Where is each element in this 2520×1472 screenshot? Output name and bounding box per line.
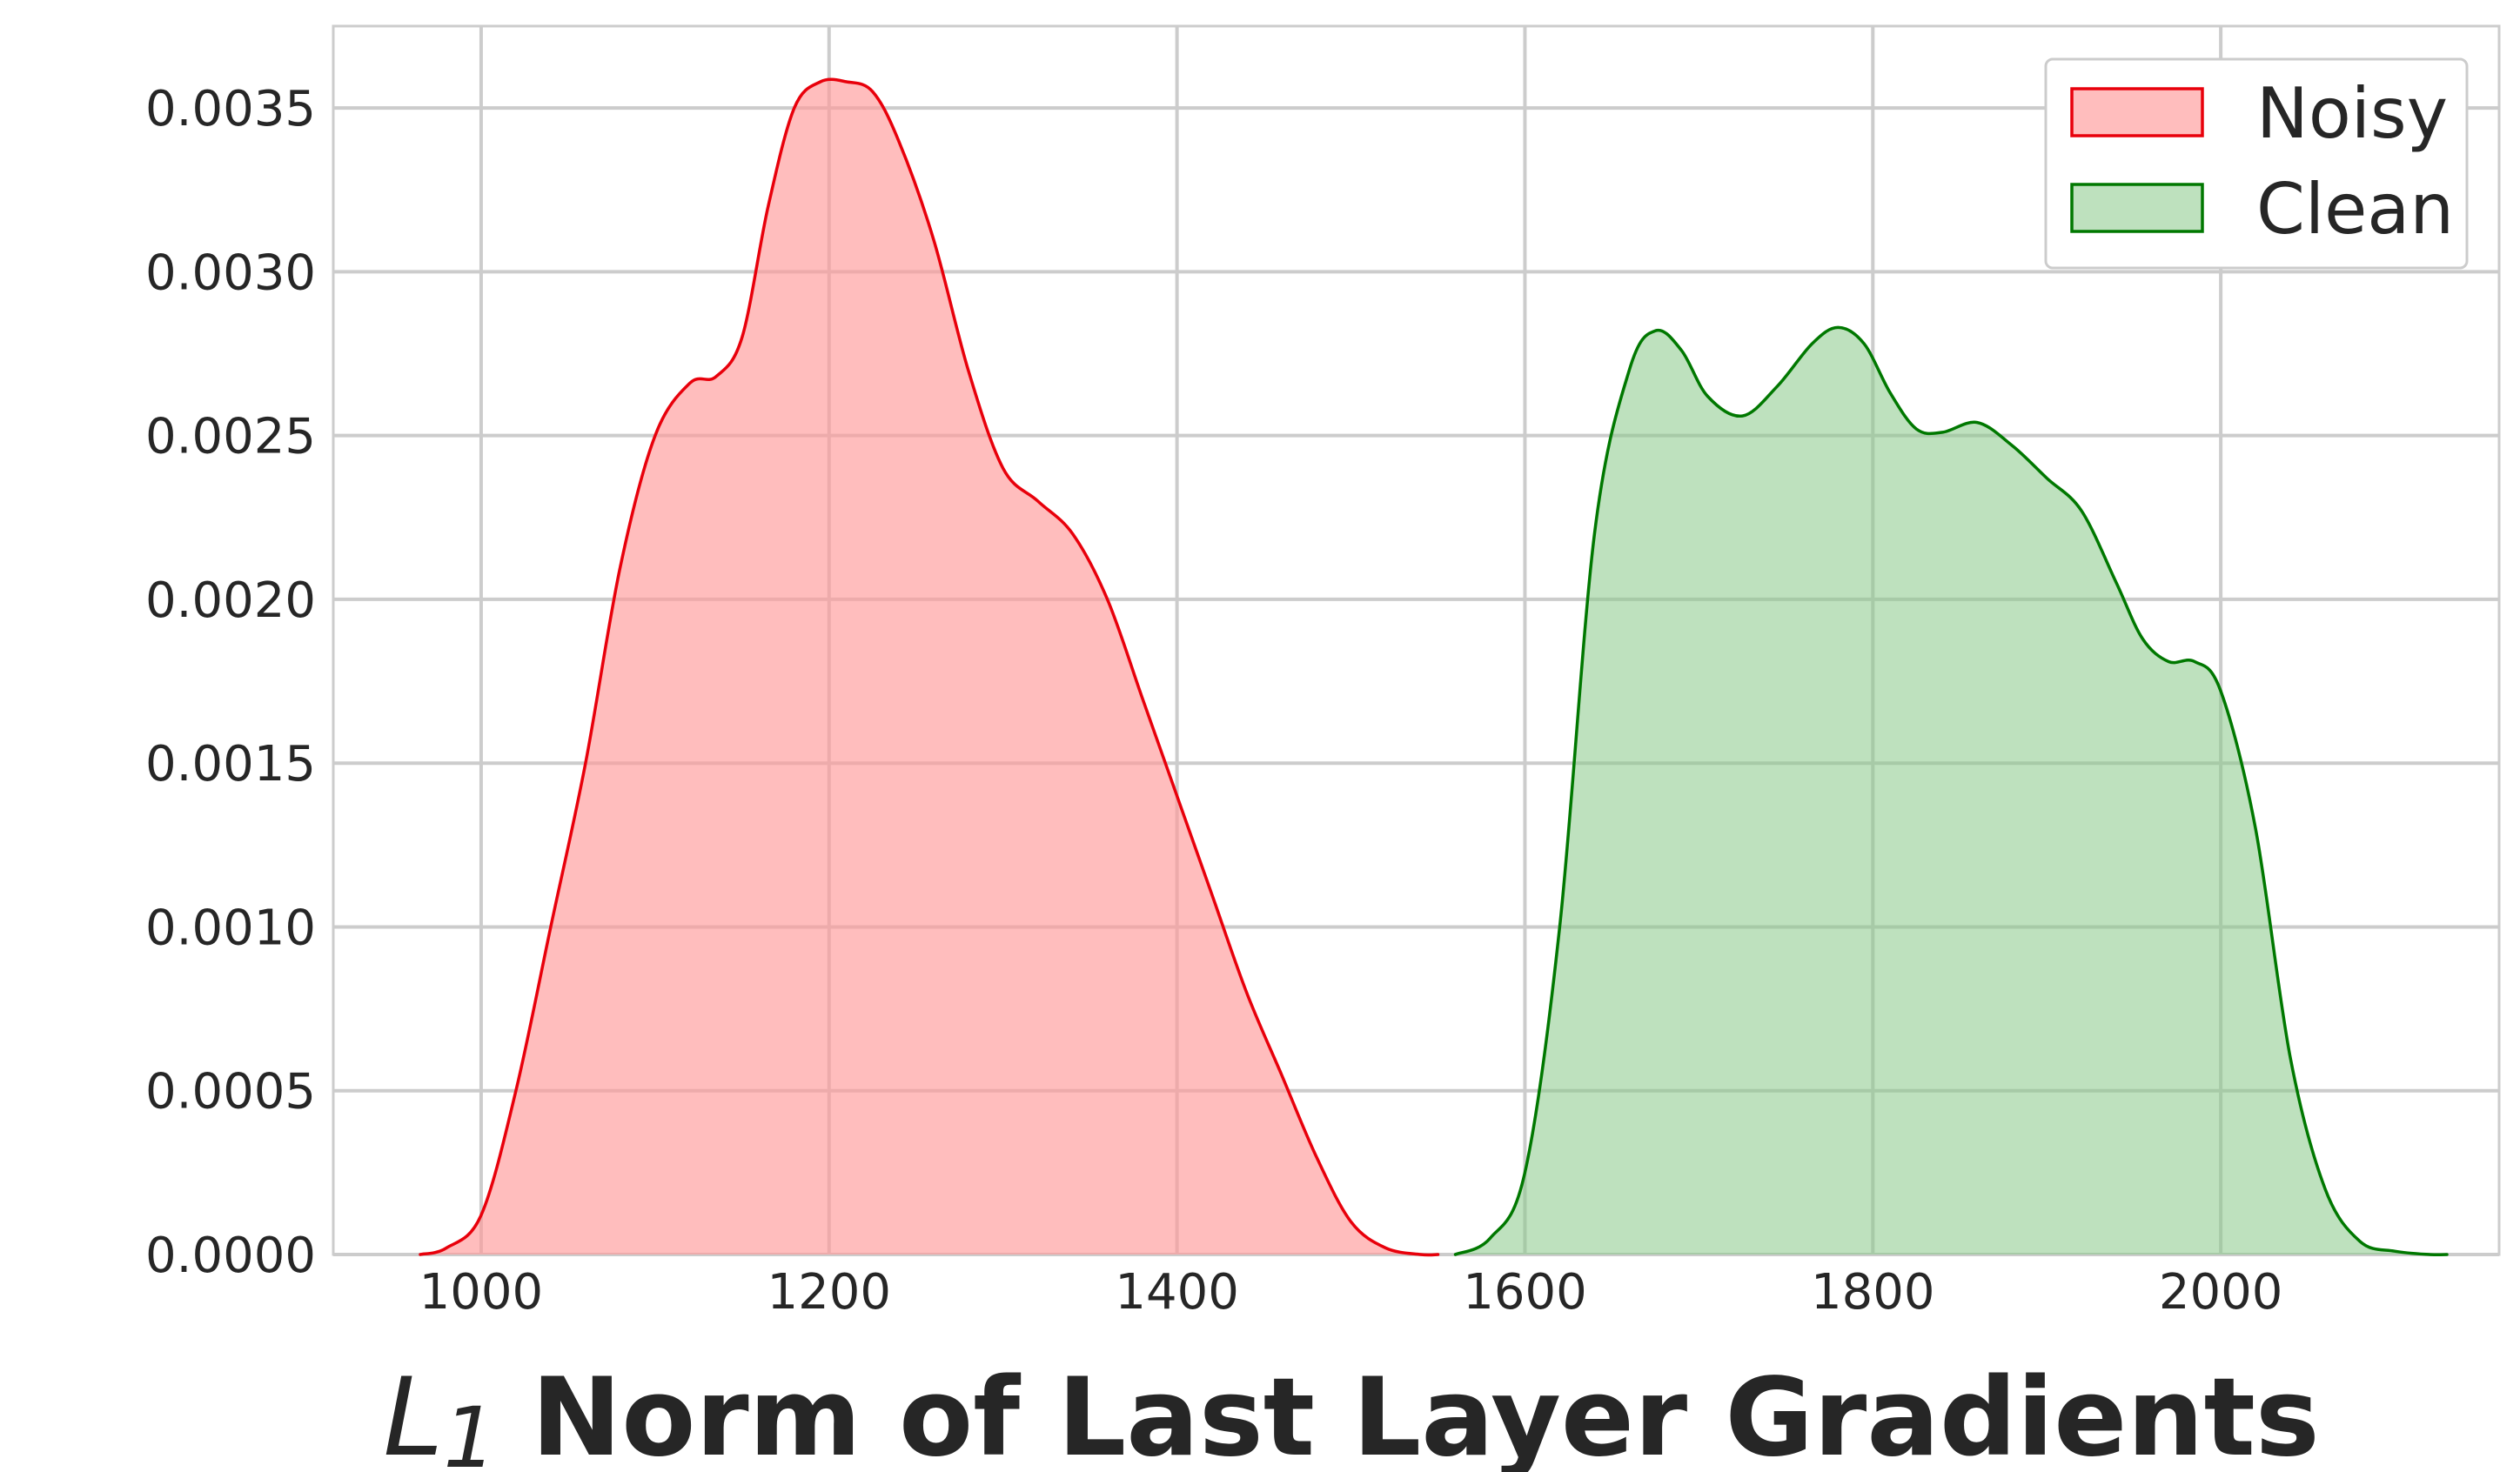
y-tick-label: 0.0000 bbox=[145, 1228, 316, 1284]
x-tick-label: 1000 bbox=[419, 1264, 544, 1321]
legend-swatch-clean bbox=[2070, 183, 2204, 233]
y-tick-label: 0.0015 bbox=[145, 736, 316, 793]
series-area-noisy bbox=[420, 79, 1438, 1255]
y-tick-label: 0.0005 bbox=[145, 1064, 316, 1121]
x-axis-label-subscript: 1 bbox=[443, 1389, 496, 1472]
legend-label-clean: Clean bbox=[2256, 169, 2454, 250]
x-tick-label: 2000 bbox=[2159, 1264, 2283, 1321]
y-tick-label: 0.0025 bbox=[145, 409, 316, 465]
x-axis: 1000 1200 1400 1600 1800 2000 bbox=[419, 1264, 2283, 1321]
x-axis-label-symbol: L bbox=[383, 1355, 443, 1472]
x-axis-label-text: Norm of Last Layer Gradients bbox=[531, 1355, 2319, 1472]
y-tick-label: 0.0010 bbox=[145, 900, 316, 956]
x-axis-label: L1 Norm of Last Layer Gradients bbox=[383, 1355, 2319, 1472]
y-tick-label: 0.0035 bbox=[145, 81, 316, 137]
x-tick-label: 1400 bbox=[1115, 1264, 1239, 1321]
series-area-clean bbox=[1455, 327, 2447, 1255]
legend-label-noisy: Noisy bbox=[2256, 73, 2448, 154]
y-tick-label: 0.0020 bbox=[145, 572, 316, 629]
series-line-clean bbox=[1453, 325, 2449, 1257]
x-tick-label: 1800 bbox=[1811, 1264, 1935, 1321]
legend: Noisy Clean bbox=[2044, 57, 2469, 270]
y-tick-label: 0.0030 bbox=[145, 244, 316, 301]
y-axis: 0.0000 0.0005 0.0010 0.0015 0.0020 0.0025 0.00… bbox=[145, 81, 316, 1284]
x-tick-label: 1200 bbox=[767, 1264, 892, 1321]
series-line-noisy bbox=[419, 77, 1440, 1257]
x-tick-label: 1600 bbox=[1463, 1264, 1587, 1321]
series-layer bbox=[419, 77, 2449, 1257]
legend-swatch-noisy bbox=[2070, 87, 2204, 137]
